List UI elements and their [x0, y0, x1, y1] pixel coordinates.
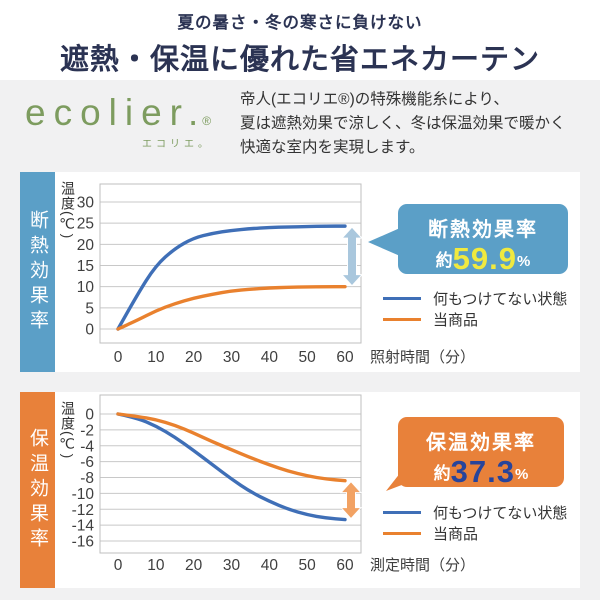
insulation-callout: 断熱効果率 約59.9%: [368, 204, 568, 274]
x-tick-label: 50: [299, 349, 317, 366]
callout-number: 37.3: [450, 454, 515, 489]
x-tick-label: 60: [336, 349, 354, 366]
retention-line-chart: 0-2-4-6-8-10-12-14-160 10 20 30 40 50 60 測定時間（分…: [72, 394, 475, 574]
y-tick-label: 10: [77, 279, 95, 296]
intro-section: ecolier.® エコリエ。 帝人(エコリエ®)の特殊機能糸により、 夏は遮熱…: [0, 80, 600, 172]
callout-pointer-icon: [368, 228, 400, 256]
y-tick-label: -10: [72, 486, 95, 503]
legend-line-orange-icon: [383, 318, 421, 321]
description-line: 快適な室内を実現します。: [240, 139, 425, 157]
y-tick-label: 15: [77, 258, 94, 275]
legend-item: 何もつけてない状態: [383, 502, 567, 523]
legend-item: 当商品: [383, 523, 567, 544]
y-tick-label: 20: [77, 237, 95, 254]
y-tick-label: 0: [85, 322, 94, 339]
legend-label: 何もつけてない状態: [433, 291, 568, 308]
x-tick-label: 20: [185, 349, 203, 366]
retention-panel: 保温効果率 温度(℃) 0 -2 -4 -6 -8 -10 -12 -14 -16 0 10 20 30…: [20, 392, 580, 588]
callout-number: 59.9: [452, 241, 517, 276]
y-tick-label: 5: [85, 300, 94, 317]
callout-prefix: 約: [435, 251, 453, 270]
x-tick-label: 40: [261, 349, 279, 366]
header: 夏の暑さ・冬の寒さに負けない 遮熱・保温に優れた省エネカーテン: [0, 0, 600, 80]
y-tick-label: -16: [72, 534, 94, 551]
y-tick-label: -2: [80, 422, 94, 439]
legend-line-orange-icon: [383, 532, 421, 535]
logo-text: ecolier.: [25, 92, 207, 133]
legend-line-blue-icon: [383, 297, 421, 300]
retention-legend: 何もつけてない状態 当商品: [383, 502, 567, 544]
logo-wordmark: ecolier.®: [25, 92, 230, 134]
callout-prefix: 約: [433, 464, 451, 483]
series-line: [116, 224, 347, 331]
series-line: [116, 284, 347, 331]
callout-title: 保温効果率: [426, 432, 536, 454]
description-line: 帝人(エコリエ®)の特殊機能糸により、: [240, 91, 509, 108]
page-title: 遮熱・保温に優れた省エネカーテン: [59, 44, 540, 76]
registered-mark: ®: [202, 114, 212, 128]
y-tick-label: -8: [80, 470, 94, 487]
y-tick-label: -14: [72, 518, 95, 535]
x-axis-title: 照射時間（分）: [370, 349, 475, 366]
insulation-banner: 断熱効果率: [20, 172, 55, 372]
plot-border: [99, 394, 362, 554]
series-line: [116, 412, 347, 522]
y-tick-label: -12: [72, 502, 94, 519]
callout-unit: %: [515, 466, 529, 483]
legend-line-blue-icon: [383, 511, 421, 514]
y-tick-label: -4: [80, 438, 94, 455]
y-tick-label: -6: [80, 454, 94, 471]
y-axis-title: 温度(℃): [60, 181, 76, 240]
logo-katakana: エコリエ。: [142, 138, 212, 150]
x-tick-label: 40: [261, 557, 279, 574]
x-tick-label: 50: [299, 557, 317, 574]
intro-description: 帝人(エコリエ®)の特殊機能糸により、 夏は遮熱効果で涼しく、冬は保温効果で暖か…: [240, 88, 585, 160]
insulation-banner-label: 断熱効果率: [27, 209, 48, 335]
plot-border: [99, 183, 362, 344]
y-tick-label: 0: [85, 407, 94, 424]
header-subtitle: 夏の暑さ・冬の寒さに負けない: [177, 13, 423, 32]
x-tick-label: 60: [336, 557, 354, 574]
callout-value: 約37.3%: [398, 456, 564, 487]
legend-label: 当商品: [433, 312, 479, 329]
legend-label: 何もつけてない状態: [433, 505, 568, 522]
x-tick-label: 0: [114, 557, 123, 574]
y-tick-label: 25: [77, 216, 94, 233]
gap-arrow-icon: [340, 226, 364, 287]
x-tick-label: 30: [223, 557, 241, 574]
y-tick-label: 30: [77, 195, 95, 212]
x-tick-label: 0: [114, 349, 123, 366]
y-axis-title: 温度(℃): [60, 401, 76, 460]
x-tick-label: 10: [147, 557, 165, 574]
legend-label: 当商品: [433, 526, 479, 543]
insulation-legend: 何もつけてない状態 当商品: [383, 288, 567, 330]
retention-banner-label: 保温効果率: [27, 427, 48, 553]
description-line: 夏は遮熱効果で涼しく、冬は保温効果で暖かく: [240, 115, 566, 133]
x-tick-label: 20: [185, 557, 203, 574]
insulation-panel: 断熱効果率 温度(℃) 30 25 20 15 10 5 0 0 10 20 30 40 50 60 照射時…: [20, 172, 580, 372]
x-tick-label: 30: [223, 349, 241, 366]
gap-arrow-icon: [339, 480, 363, 520]
callout-pointer-icon: [386, 463, 428, 491]
retention-callout: 保温効果率 約37.3%: [386, 417, 564, 491]
callout-title: 断熱効果率: [428, 219, 538, 241]
legend-item: 当商品: [383, 309, 567, 330]
x-tick-label: 10: [147, 349, 165, 366]
callout-unit: %: [517, 253, 531, 270]
series-line: [116, 412, 347, 483]
callout-value: 約59.9%: [398, 243, 568, 274]
brand-logo: ecolier.® エコリエ。: [25, 92, 230, 150]
retention-banner: 保温効果率: [20, 392, 55, 588]
x-axis-title: 測定時間（分）: [370, 557, 475, 574]
legend-item: 何もつけてない状態: [383, 288, 567, 309]
